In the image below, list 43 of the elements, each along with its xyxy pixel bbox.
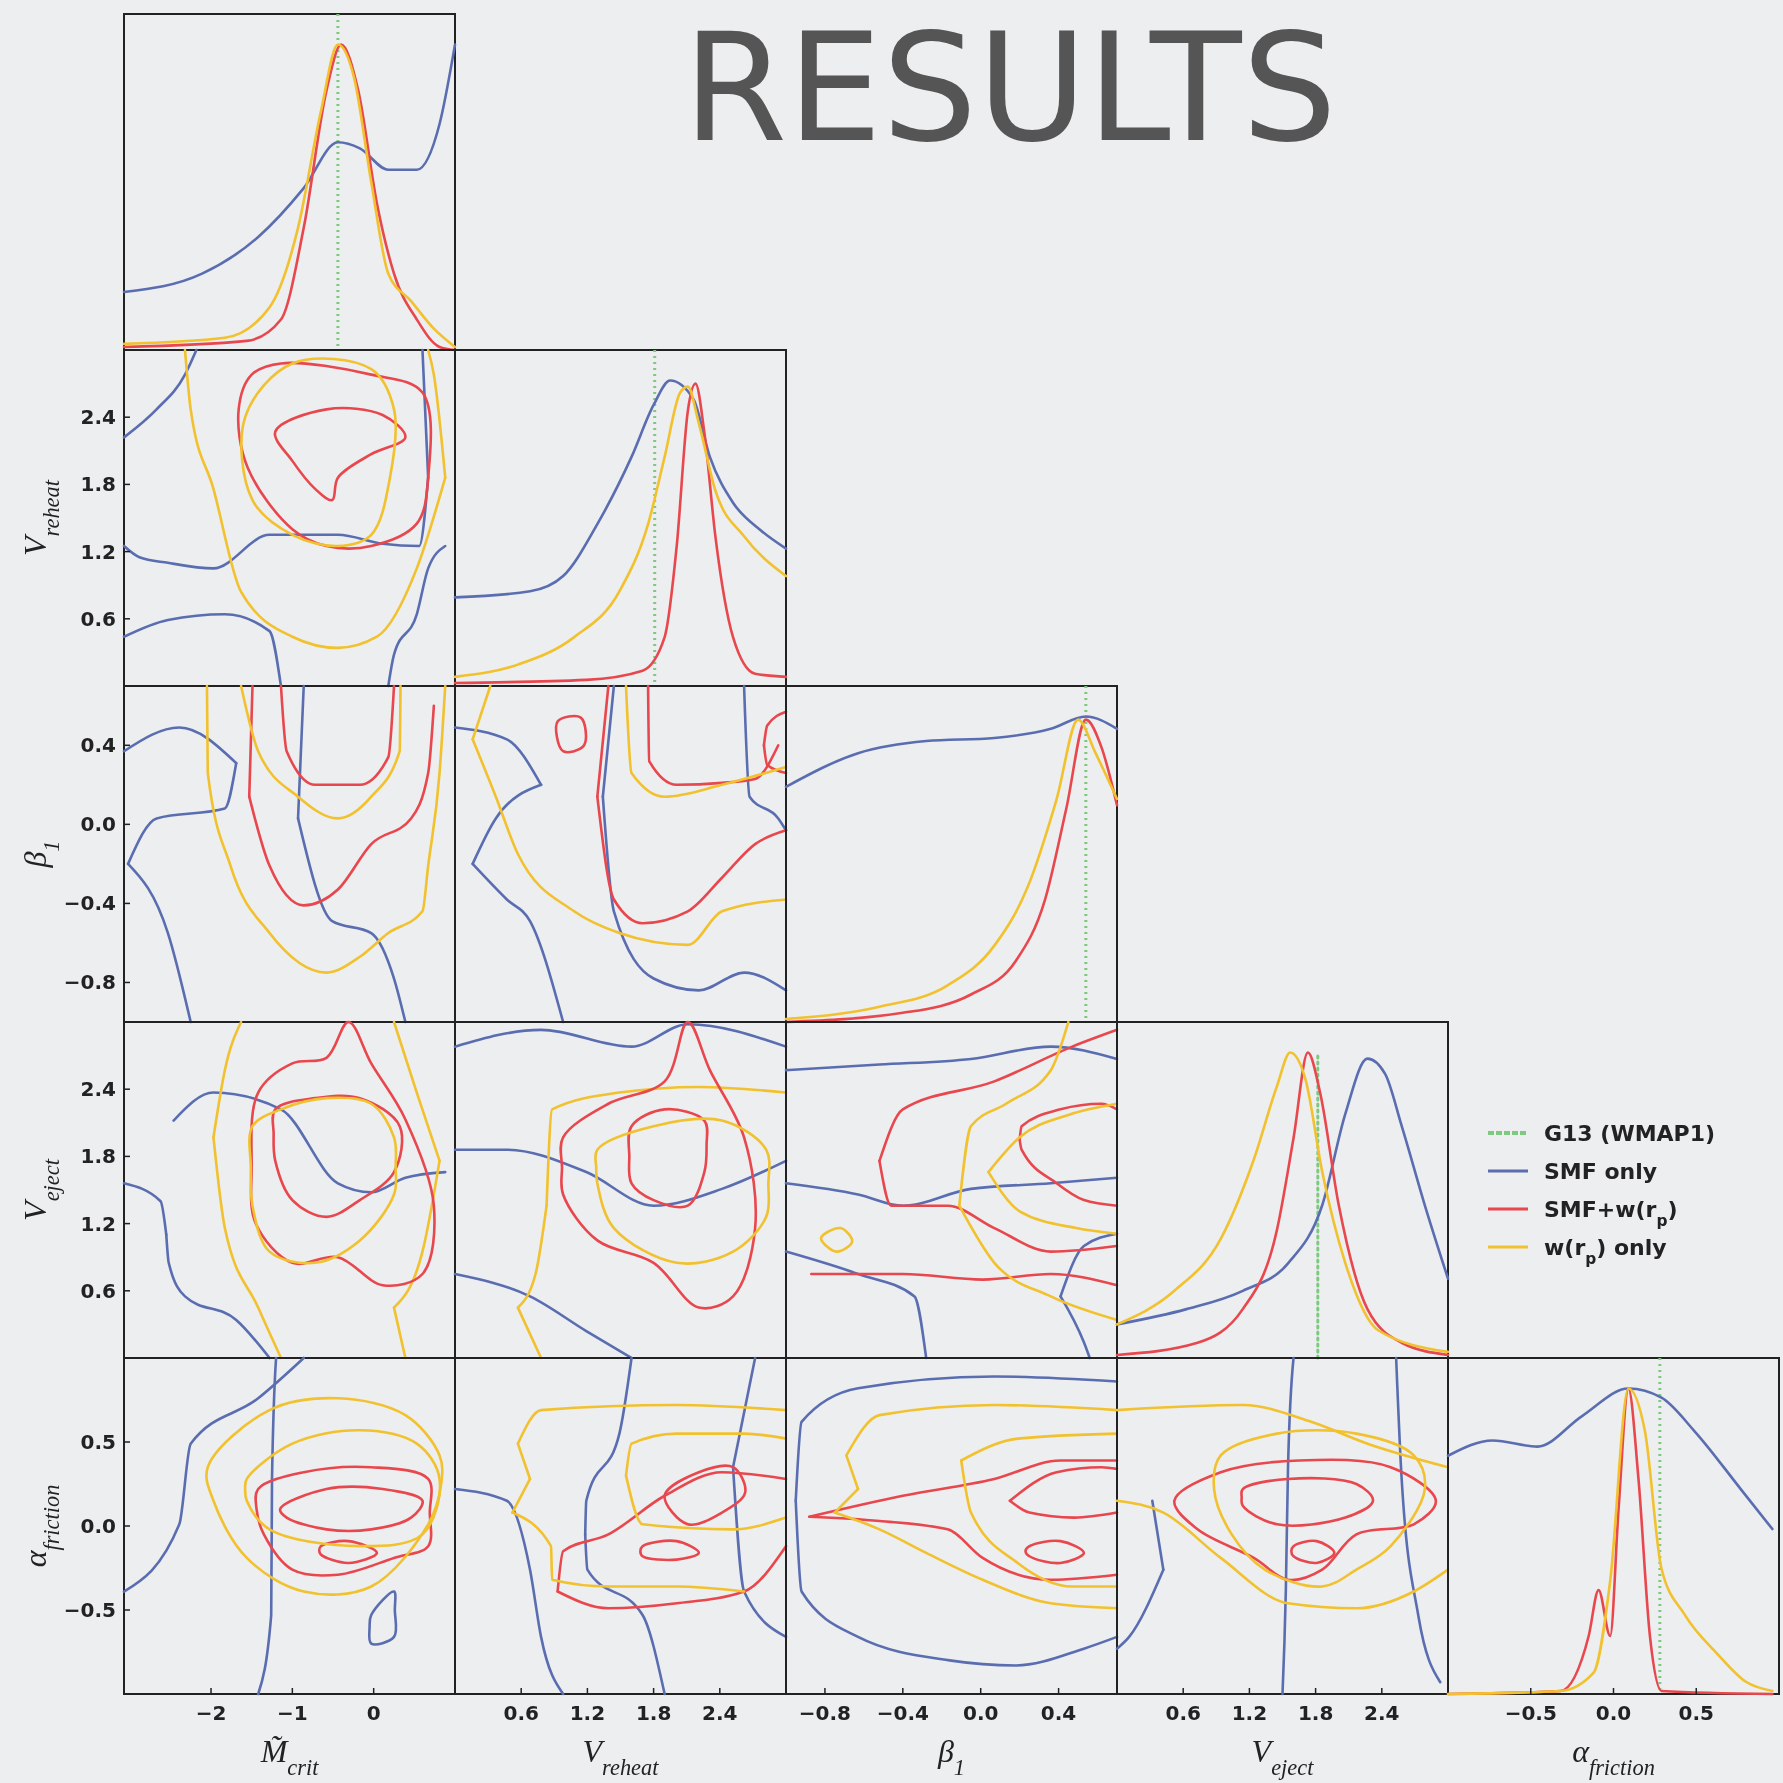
y-tick-label: −0.4 (63, 891, 116, 916)
x-tick-label: 2.4 (1364, 1701, 1400, 1725)
y-tick-label: 0.6 (80, 606, 116, 631)
x-axis-title: V$_{eject}$ (1251, 1733, 1315, 1780)
legend-label: w(r$_{p}$) only (1544, 1234, 1667, 1268)
x-axis-title: β$_{1}$ (936, 1733, 966, 1780)
x-tick-label: 1.8 (635, 1701, 672, 1725)
legend-label: SMF+w(r$_{p}$) (1544, 1196, 1678, 1230)
legend-label: SMF only (1544, 1158, 1658, 1184)
x-tick-label: 2.4 (702, 1701, 738, 1725)
x-tick-label: −0.5 (1504, 1701, 1557, 1725)
x-tick-label: −0.8 (798, 1701, 852, 1725)
y-tick-label: −0.8 (63, 970, 116, 995)
x-tick-label: 0.4 (1040, 1701, 1077, 1725)
x-tick-label: 0 (366, 1701, 381, 1725)
y-tick-label: 2.4 (80, 1077, 116, 1102)
x-tick-label: 1.2 (569, 1701, 606, 1725)
x-tick-label: 0.6 (1165, 1701, 1201, 1725)
y-tick-label: 0.4 (80, 733, 116, 758)
y-tick-label: 1.8 (80, 472, 116, 497)
x-tick-label: 0.5 (1678, 1701, 1714, 1725)
text: RESULTS (683, 1, 1337, 175)
y-tick-label: 2.4 (80, 405, 116, 430)
y-tick-label: 0.0 (80, 812, 116, 837)
legend-label: G13 (WMAP1) (1544, 1120, 1716, 1146)
x-tick-label: 0.6 (503, 1701, 539, 1725)
x-tick-label: 0.0 (962, 1701, 999, 1725)
y-tick-label: 1.8 (80, 1144, 116, 1169)
y-tick-label: 1.2 (80, 539, 116, 564)
x-axis-title: α$_{friction}$ (1572, 1733, 1655, 1780)
x-tick-label: −2 (195, 1701, 227, 1725)
x-tick-label: 1.8 (1297, 1701, 1334, 1725)
y-tick-label: −0.5 (63, 1598, 116, 1622)
x-axis-title: M̃$_{crit}$ (259, 1733, 320, 1780)
y-tick-label: 0.0 (80, 1514, 116, 1538)
x-tick-label: −1 (277, 1701, 308, 1725)
y-tick-label: 1.2 (80, 1211, 116, 1236)
x-tick-label: −0.4 (876, 1701, 929, 1725)
x-tick-label: 1.2 (1231, 1701, 1268, 1725)
y-tick-label: 0.6 (80, 1278, 116, 1303)
x-tick-label: 0.0 (1595, 1701, 1632, 1725)
y-tick-label: 0.5 (80, 1430, 116, 1454)
x-axis-title: V$_{reheat}$ (582, 1733, 660, 1780)
